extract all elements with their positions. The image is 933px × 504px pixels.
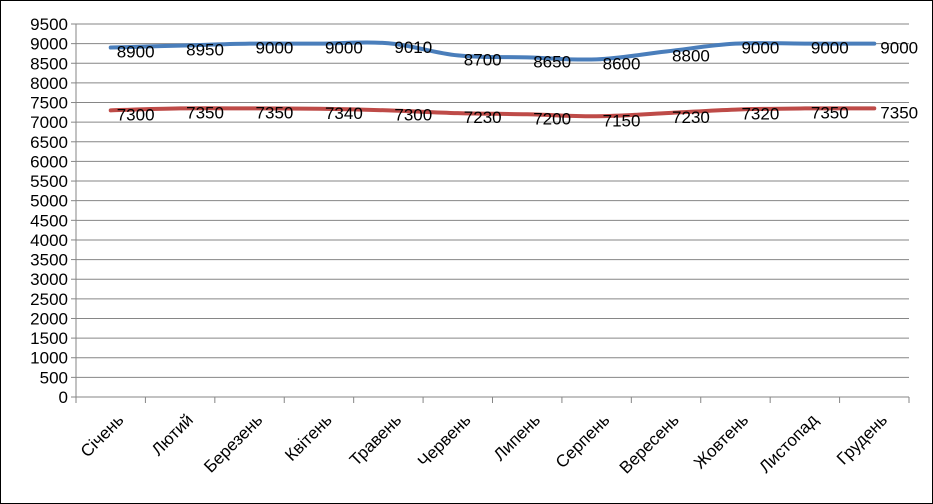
data-label: 8950 [186,41,224,60]
y-tick-label: 5000 [30,192,68,211]
data-label: 8600 [603,54,641,73]
x-tick-label: Січень [77,410,128,461]
data-label: 7150 [603,111,641,130]
x-tick-label: Березень [200,410,266,476]
y-tick-label: 9000 [30,35,68,54]
y-tick-label: 8500 [30,54,68,73]
x-tick-label: Серпень [552,410,614,472]
data-label: 7350 [256,103,294,122]
x-tick-label: Вересень [616,410,683,477]
y-tick-label: 2000 [30,309,68,328]
data-label: 8650 [533,52,571,71]
data-label: 7340 [325,104,363,123]
y-tick-label: 1000 [30,349,68,368]
y-tick-label: 6500 [30,133,68,152]
series-line-2 [108,106,877,119]
x-tick-label: Грудень [833,410,891,468]
data-label: 9010 [394,38,432,57]
y-tick-label: 500 [40,368,68,387]
data-label: 7230 [464,108,502,127]
data-label: 7300 [394,105,432,124]
x-tick-labels: Січень Лютий Березень Квітень Травень Червень… [77,410,891,477]
y-tick-label: 2500 [30,290,68,309]
data-label: 9000 [256,39,294,58]
axes [71,23,910,403]
x-tick-label: Липень [490,410,544,464]
data-label: 7230 [672,108,710,127]
series-lines [108,40,877,119]
y-tick-label: 0 [59,388,68,407]
y-tick-labels: 0500100015002000250030003500400045005000… [30,15,68,407]
data-labels: 8900 8950 9000 9000 9010 8700 8650 8600 8800 9000… [117,38,918,130]
x-tick-label: Квітень [281,410,336,465]
y-tick-label: 6000 [30,152,68,171]
x-tick-label: Жовтень [690,410,752,472]
y-tick-label: 5500 [30,172,68,191]
x-tick-label: Червень [414,410,475,471]
data-label: 7350 [811,103,849,122]
y-tick-label: 1500 [30,329,68,348]
y-tick-label: 7500 [30,94,68,113]
data-label: 7320 [741,105,779,124]
data-label: 7350 [880,103,918,122]
y-tick-label: 3500 [30,251,68,270]
data-label: 7350 [186,103,224,122]
data-label: 8700 [464,50,502,69]
gridlines [76,23,909,378]
data-label: 8800 [672,46,710,65]
x-tick-label: Травень [346,410,405,469]
y-tick-label: 3000 [30,270,68,289]
series-line-1 [108,40,877,62]
y-tick-label: 9500 [30,15,68,34]
data-label: 7200 [533,109,571,128]
y-tick-label: 4500 [30,211,68,230]
data-label: 8900 [117,43,155,62]
data-label: 9000 [880,39,918,58]
data-label: 9000 [741,39,779,58]
x-tick-label: Лютий [148,410,197,459]
x-tick-label: Листопад [755,410,821,476]
y-tick-label: 4000 [30,231,68,250]
data-label: 9000 [811,39,849,58]
y-tick-label: 7000 [30,113,68,132]
data-label: 9000 [325,39,363,58]
data-label: 7300 [117,105,155,124]
y-tick-label: 8000 [30,74,68,93]
